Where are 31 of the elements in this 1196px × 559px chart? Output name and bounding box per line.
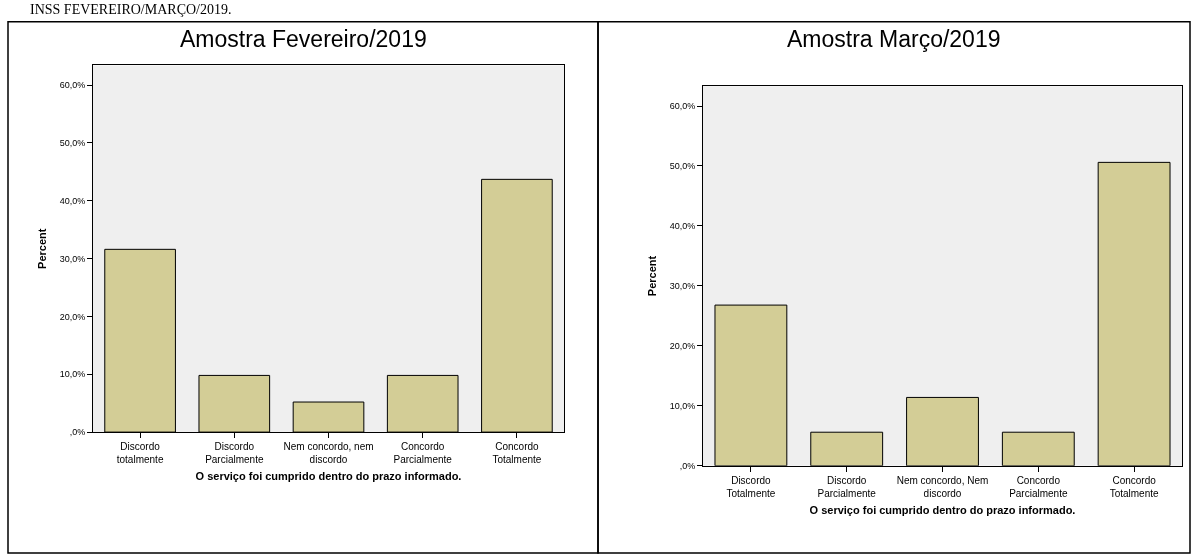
x-axis-title: O serviço foi cumprido dentro do prazo informado. [809, 504, 1076, 516]
x-tick-label: Discordo totalmente [116, 441, 164, 466]
y-tick-label: 30,0% [669, 281, 696, 292]
y-axis-title: Percent [36, 228, 49, 269]
y-tick-label: 20,0% [669, 341, 696, 352]
x-tick-label: Nem concordo, Nem discordo [896, 474, 989, 499]
y-tick-label: 20,0% [59, 311, 86, 322]
x-tick-label: Discordo Parcialmente [817, 474, 877, 499]
chart-title: Amostra Fevereiro/2019 [180, 26, 427, 52]
x-tick-label: Nem concordo, nem discordo [283, 441, 374, 466]
y-tick-label: 50,0% [59, 138, 86, 149]
x-tick-label: Concordo Parcialmente [1009, 474, 1068, 499]
y-tick-label: 50,0% [669, 161, 696, 172]
y-tick-label: 10,0% [59, 369, 86, 380]
y-axis-title: Percent [646, 255, 659, 297]
y-tick-label: 30,0% [59, 253, 86, 264]
x-axis-title: O serviço foi cumprido dentro do prazo informado. [195, 470, 462, 483]
x-tick-label: Discordo Totalmente [726, 474, 776, 499]
y-tick-label: 60,0% [59, 80, 86, 91]
y-tick-label: ,0% [69, 427, 86, 438]
chart-title: Amostra Março/2019 [787, 26, 1001, 52]
x-tick-label: Concordo Totalmente [492, 441, 542, 466]
x-tick-label: Concordo Totalmente [1109, 474, 1159, 499]
y-tick-label: 40,0% [669, 221, 696, 232]
x-tick-label: Concordo Parcialmente [393, 441, 453, 466]
y-tick-label: 10,0% [669, 400, 696, 411]
y-tick-label: 60,0% [669, 101, 696, 112]
text: INSS FEVEREIRO/MARÇO/2019. [30, 2, 232, 17]
x-tick-label: Discordo Parcialmente [205, 441, 264, 466]
y-tick-label: ,0% [679, 460, 696, 471]
y-tick-label: 40,0% [59, 195, 86, 206]
